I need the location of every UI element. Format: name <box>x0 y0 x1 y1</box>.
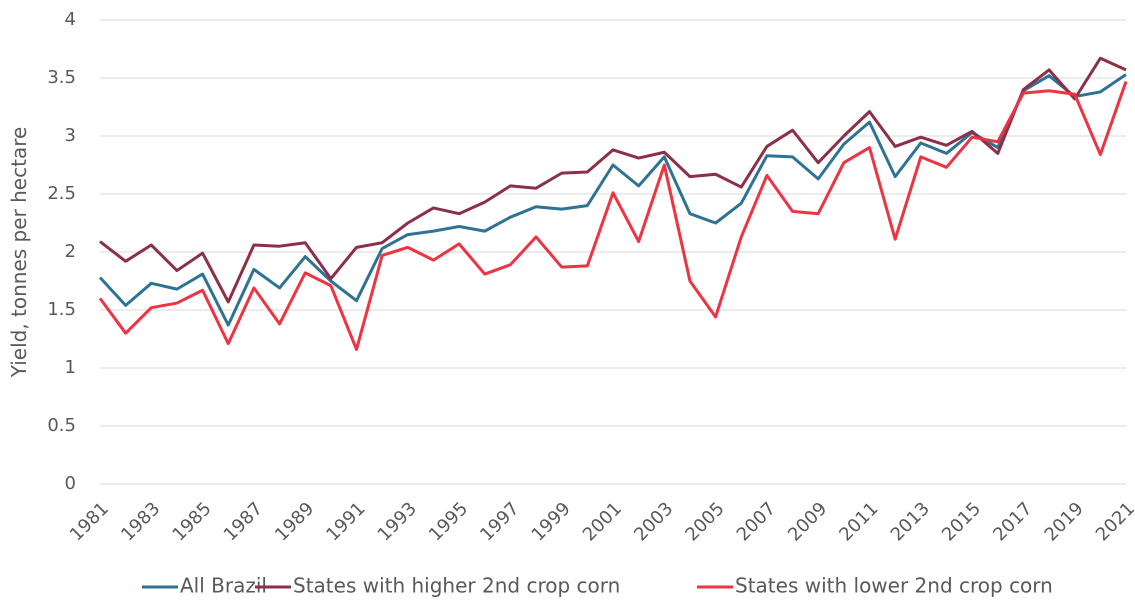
y-tick-label: 0 <box>65 473 76 494</box>
legend-label: All Brazil <box>180 574 267 598</box>
x-tick-label: 1989 <box>271 498 318 545</box>
x-tick-label: 2019 <box>1041 498 1088 545</box>
x-tick-label: 1997 <box>476 498 523 545</box>
x-tick-label: 2015 <box>938 498 985 545</box>
x-tick-label: 1991 <box>322 498 369 545</box>
x-tick-label: 2011 <box>835 498 882 545</box>
x-tick-label: 1983 <box>117 498 164 545</box>
line <box>98 73 1127 327</box>
x-tick-label: 1995 <box>425 498 472 545</box>
x-tick-label: 1987 <box>220 498 267 545</box>
line <box>98 80 1128 351</box>
x-tick-label: 1999 <box>528 498 575 545</box>
y-tick-label: 1.5 <box>47 299 76 320</box>
y-tick-label: 2.5 <box>47 183 76 204</box>
x-tick-label: 2007 <box>733 498 780 545</box>
x-tick-label: 2003 <box>630 498 677 545</box>
y-axis-label: Yield, tonnes per hectare <box>7 127 31 379</box>
x-tick-label: 2017 <box>989 498 1036 545</box>
y-tick-label: 3.5 <box>47 67 76 88</box>
y-tick-label: 3 <box>65 125 76 146</box>
x-tick-label: 2005 <box>681 498 728 545</box>
x-tick-label: 1993 <box>374 498 421 545</box>
line <box>99 56 1127 304</box>
x-tick-label: 2013 <box>887 498 934 545</box>
y-tick-label: 1 <box>65 357 76 378</box>
x-tick-label: 2009 <box>784 498 831 545</box>
x-tick-label: 2001 <box>579 498 626 545</box>
y-tick-label: 0.5 <box>47 415 76 436</box>
y-tick-label: 2 <box>65 241 76 262</box>
y-tick-label: 4 <box>65 9 76 30</box>
x-tick-label: 1981 <box>66 498 113 545</box>
legend-label: States with lower 2nd crop corn <box>735 574 1053 598</box>
x-tick-label: 1985 <box>168 498 215 545</box>
x-tick-label: 2021 <box>1092 498 1135 545</box>
legend-label: States with higher 2nd crop corn <box>293 574 620 598</box>
